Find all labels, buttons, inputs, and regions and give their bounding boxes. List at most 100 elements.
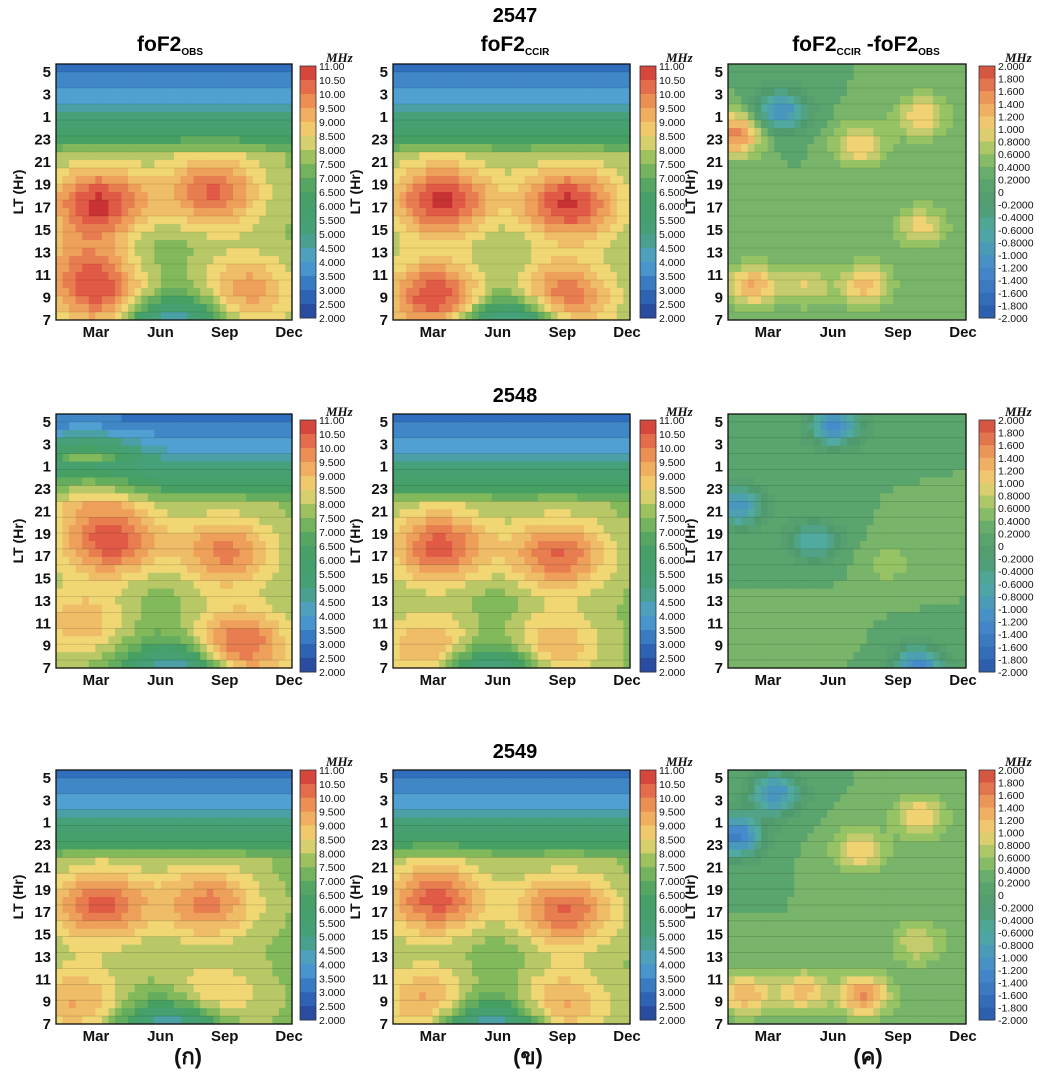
heat-cell <box>445 280 453 289</box>
heat-cell <box>226 192 234 201</box>
heat-cell <box>932 104 941 113</box>
colorbar-segment <box>300 94 316 109</box>
heat-cell <box>926 184 934 193</box>
heat-cell <box>95 240 103 249</box>
heat-cell <box>115 192 123 201</box>
heat-cell <box>800 144 808 153</box>
heat-cell <box>399 596 407 606</box>
heat-cell <box>62 304 70 313</box>
heat-cell <box>485 144 493 153</box>
heat-cell <box>425 304 434 313</box>
heat-cell <box>75 636 83 645</box>
heat-cell <box>853 160 861 169</box>
heat-cell <box>121 136 129 145</box>
heat-cell <box>95 152 103 161</box>
heat-cell <box>458 288 467 297</box>
heat-cell <box>623 152 631 161</box>
heat-cell <box>787 216 795 225</box>
heat-cell <box>88 493 96 502</box>
heat-cell <box>800 104 808 113</box>
heat-cell <box>425 232 434 241</box>
heat-cell <box>899 248 908 257</box>
heat-cell <box>813 64 822 73</box>
heat-cell <box>108 469 116 479</box>
heat-cell <box>419 240 427 249</box>
heat-cell <box>115 256 123 265</box>
heat-cell <box>187 296 195 305</box>
heat-cell <box>285 96 293 105</box>
heat-cell <box>537 96 546 105</box>
heat-cell <box>134 604 142 614</box>
heat-cell <box>62 96 70 105</box>
heat-cell <box>128 128 136 137</box>
heat-cell <box>452 208 460 217</box>
heat-cell <box>187 652 195 661</box>
heat-cell <box>959 240 967 249</box>
heat-cell <box>233 548 241 558</box>
heat-cell <box>233 421 241 431</box>
heat-cell <box>56 469 64 479</box>
heat-cell <box>180 296 188 305</box>
heat-cell <box>518 64 526 73</box>
heat-cell <box>800 232 808 241</box>
heat-cell <box>187 312 195 321</box>
heat-cell <box>88 509 96 518</box>
heat-cell <box>787 144 795 153</box>
heat-cell <box>557 240 565 249</box>
heat-cell <box>577 208 585 217</box>
heat-cell <box>767 192 775 201</box>
heat-cell <box>623 120 631 129</box>
heat-cell <box>807 72 815 81</box>
heat-cell <box>432 80 440 89</box>
heat-cell <box>252 517 260 526</box>
heat-cell <box>115 144 123 153</box>
heat-cell <box>840 248 848 257</box>
heat-cell <box>570 72 578 81</box>
heat-cell <box>252 72 260 81</box>
heat-cell <box>239 461 247 471</box>
heat-cell <box>866 296 875 305</box>
heat-cell <box>399 232 407 241</box>
heat-cell <box>265 120 273 129</box>
heat-cell <box>285 644 293 653</box>
heat-cell <box>259 160 267 169</box>
heat-cell <box>259 112 267 121</box>
heat-cell <box>794 88 802 97</box>
heat-cell <box>544 272 552 281</box>
heat-cell <box>174 248 182 257</box>
heat-cell <box>108 485 116 494</box>
heat-cell <box>926 264 934 273</box>
heat-cell <box>537 128 546 137</box>
heat-cell <box>393 628 401 637</box>
heat-cell <box>946 296 954 305</box>
heat-cell <box>919 224 927 233</box>
heat-cell <box>82 580 90 590</box>
heat-cell <box>399 453 407 463</box>
heat-cell <box>616 272 625 281</box>
heat-cell <box>932 288 941 297</box>
heat-cell <box>485 256 493 265</box>
heat-cell <box>115 64 123 73</box>
heat-cell <box>820 192 828 201</box>
heat-cell <box>485 128 493 137</box>
heat-cell <box>452 64 460 73</box>
heat-cell <box>393 216 401 225</box>
heat-cell <box>472 168 480 177</box>
heat-cell <box>272 461 280 471</box>
heat-cell <box>272 184 280 193</box>
heat-cell <box>134 200 142 209</box>
heat-cell <box>160 160 169 169</box>
heat-cell <box>265 612 273 621</box>
heat-cell <box>504 184 513 193</box>
heat-cell <box>946 240 954 249</box>
heat-cell <box>899 296 908 305</box>
heat-cell <box>939 144 947 153</box>
heat-cell <box>761 112 769 121</box>
heat-cell <box>272 96 280 105</box>
heat-cell <box>419 96 427 105</box>
heat-cell <box>88 208 96 217</box>
heat-cell <box>399 120 407 129</box>
heat-cell <box>239 421 247 431</box>
colorbar-tick-label: -1.600 <box>998 288 1028 300</box>
